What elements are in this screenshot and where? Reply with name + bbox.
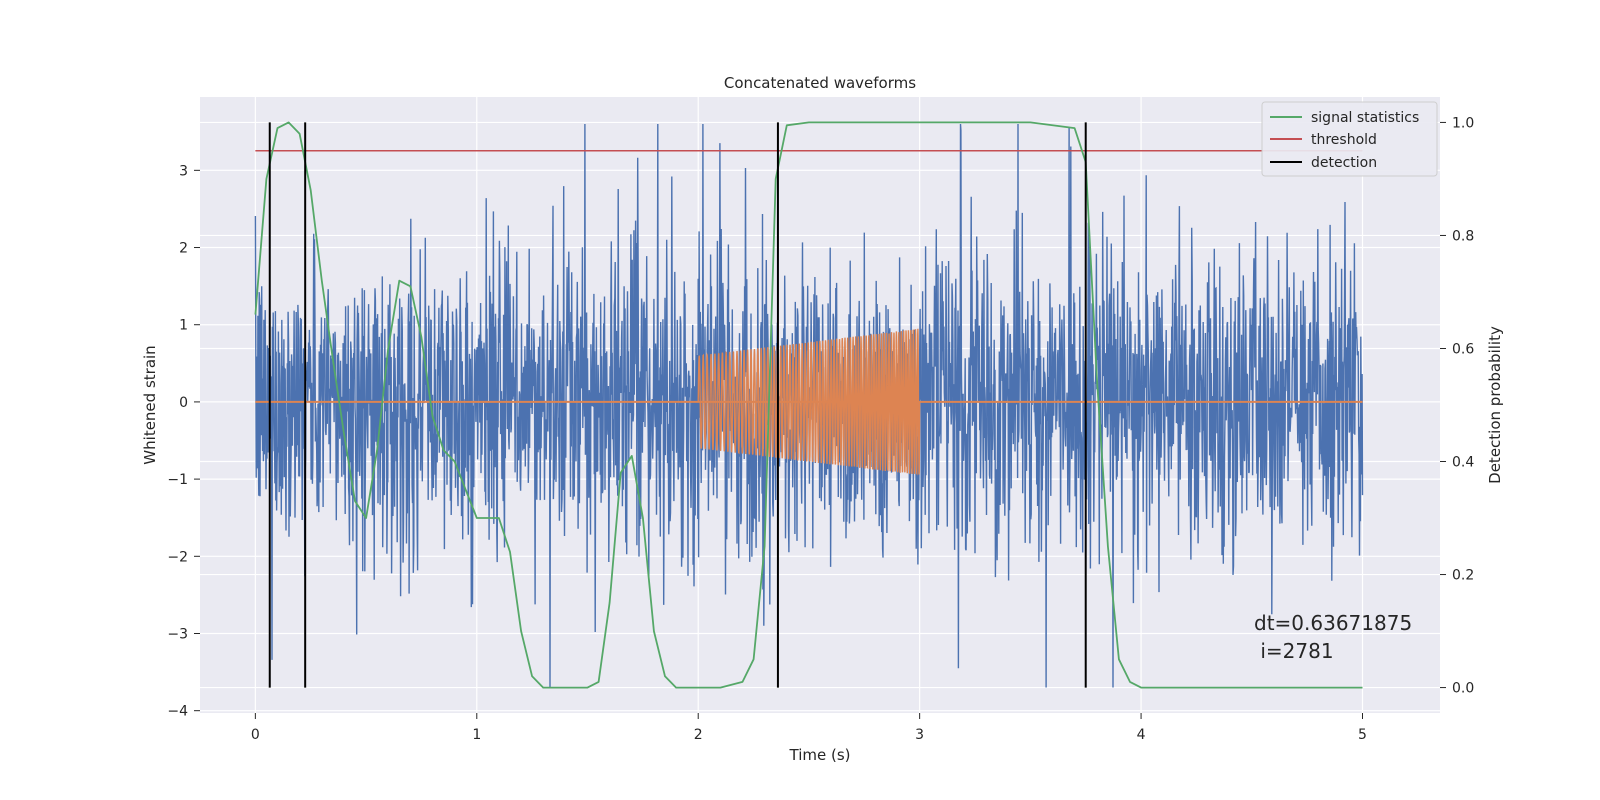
y-axis-label: Whitened strain bbox=[141, 345, 159, 464]
x-tick-label-0: 0 bbox=[251, 727, 260, 743]
legend-label-threshold: threshold bbox=[1311, 132, 1377, 148]
y-right-tick-label-3: 0.6 bbox=[1452, 341, 1474, 357]
y-tick-label-3: −1 bbox=[167, 472, 188, 488]
y-right-tick-label-2: 0.4 bbox=[1452, 455, 1474, 471]
x-axis: 0 1 2 3 4 5 bbox=[251, 713, 1367, 743]
annotation-i: i=2781 bbox=[1254, 639, 1334, 663]
y-right-tick-label-1: 0.2 bbox=[1452, 568, 1474, 584]
y-axis-right-label: Detection probability bbox=[1486, 326, 1504, 484]
x-tick-label-2: 2 bbox=[694, 727, 703, 743]
chart-title: Concatenated waveforms bbox=[724, 74, 916, 92]
x-tick-label-4: 4 bbox=[1137, 727, 1146, 743]
plot-layer bbox=[254, 121, 1364, 689]
y-tick-label-2: −2 bbox=[167, 549, 188, 565]
series-signal-statistics-line bbox=[254, 121, 1363, 689]
y-axis-left: −4 −3 −2 −1 0 1 2 3 bbox=[167, 163, 200, 720]
annotation-dt: dt=0.63671875 bbox=[1254, 611, 1412, 635]
x-tick-label-5: 5 bbox=[1358, 727, 1367, 743]
x-tick-label-3: 3 bbox=[915, 727, 924, 743]
legend: signal statistics threshold detection bbox=[1261, 101, 1438, 177]
legend-box bbox=[1261, 101, 1438, 177]
x-tick-label-1: 1 bbox=[472, 727, 481, 743]
y-tick-label-5: 1 bbox=[179, 318, 188, 334]
y-tick-label-4: 0 bbox=[179, 395, 188, 411]
y-tick-label-7: 3 bbox=[179, 163, 188, 179]
y-right-tick-label-4: 0.8 bbox=[1452, 228, 1474, 244]
x-axis-label: Time (s) bbox=[789, 746, 851, 764]
series-chirp-line bbox=[697, 328, 921, 476]
y-right-tick-label-0: 0.0 bbox=[1452, 681, 1474, 697]
y-right-tick-label-5: 1.0 bbox=[1452, 115, 1474, 131]
legend-label-signal-statistics: signal statistics bbox=[1311, 110, 1419, 126]
y-axis-right: 0.0 0.2 0.4 0.6 0.8 1.0 bbox=[1440, 115, 1474, 697]
legend-label-detection: detection bbox=[1311, 155, 1377, 171]
y-tick-label-0: −4 bbox=[167, 704, 188, 720]
y-tick-label-1: −3 bbox=[167, 626, 188, 642]
y-tick-label-6: 2 bbox=[179, 241, 188, 257]
